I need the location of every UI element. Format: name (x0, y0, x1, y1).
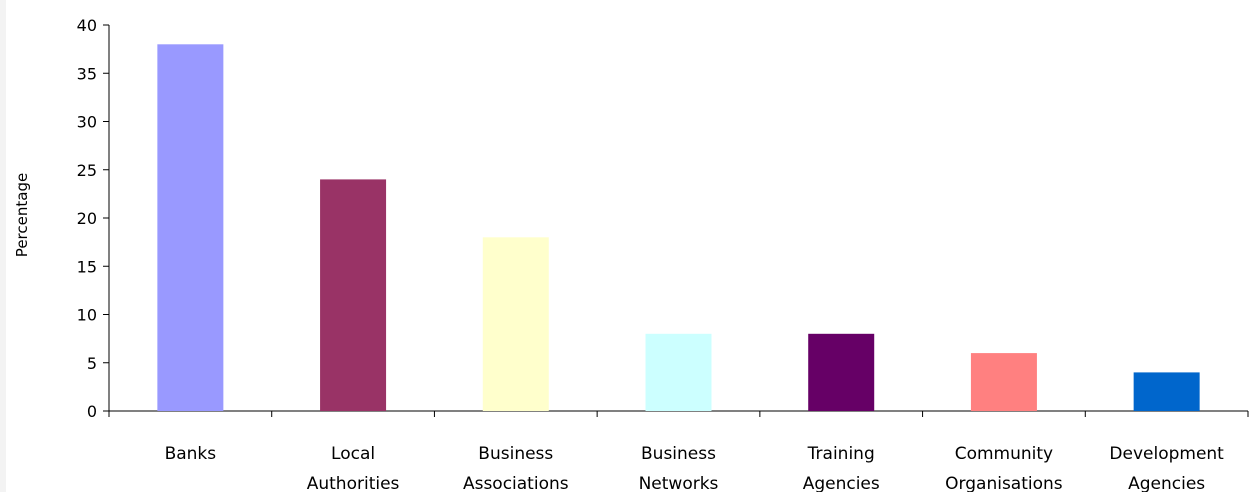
category-label: Agencies (803, 474, 880, 492)
y-tick-label: 15 (77, 257, 97, 276)
y-tick-label: 20 (77, 209, 97, 228)
y-tick-label: 40 (77, 16, 97, 35)
bar (320, 179, 387, 411)
y-tick-label: 5 (87, 354, 97, 373)
category-label: Associations (463, 474, 569, 492)
category-label: Business (478, 444, 553, 464)
y-tick-label: 25 (77, 161, 97, 180)
plot-area: 0 5 10 15 20 25 30 35 40 Banks Local Authorities Bus… (77, 16, 1249, 494)
left-edge-strip (0, 0, 6, 492)
category-label: Training (807, 444, 875, 464)
bar (157, 44, 224, 412)
category-label: Authorities (307, 474, 400, 492)
category-label: Community (955, 444, 1053, 464)
category-label: Development (1109, 444, 1224, 464)
y-tick-label: 35 (77, 64, 97, 83)
category-label: Organisations (945, 474, 1063, 492)
category-label: Business (641, 444, 716, 464)
bar (1133, 372, 1200, 411)
bar (645, 333, 712, 411)
category-label: Banks (165, 444, 217, 464)
bar (808, 333, 875, 411)
y-axis-title: Percentage (13, 173, 31, 257)
bar (482, 237, 549, 411)
y-tick-label: 30 (77, 113, 97, 132)
y-tick-label: 0 (87, 402, 97, 421)
category-label: Local (331, 444, 375, 464)
category-label: Agencies (1128, 474, 1205, 492)
bar (970, 353, 1037, 411)
category-label: Networks (639, 474, 719, 492)
y-tick-label: 10 (77, 306, 97, 325)
